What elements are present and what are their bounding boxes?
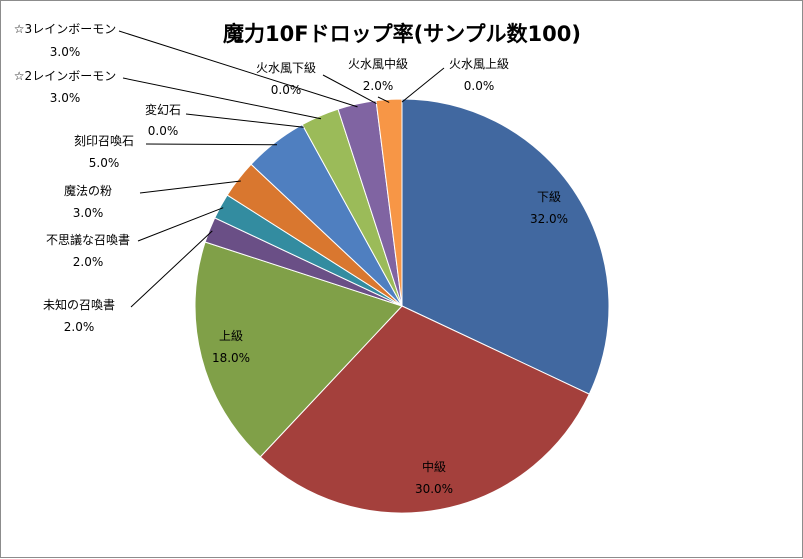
pie-slice	[401, 98, 610, 395]
slice-percent-label: 2.0%	[64, 320, 95, 334]
chart-title: 魔力10Fドロップ率(サンプル数100)	[223, 22, 581, 46]
slice-category-label: 刻印召喚石	[74, 134, 134, 148]
slice-percent-label: 2.0%	[73, 255, 104, 269]
slice-category-label: ☆2レインボーモン	[14, 69, 116, 83]
slice-category-label: 火水風中級	[348, 56, 408, 71]
slice-percent-label: 0.0%	[148, 124, 179, 138]
pie-slice	[259, 305, 590, 514]
leader-line	[139, 180, 241, 194]
slice-category-label: 中級	[422, 459, 446, 474]
slice-percent-label: 18.0%	[212, 351, 250, 365]
slice-percent-label: 3.0%	[50, 91, 81, 105]
slice-percent-label: 3.0%	[50, 45, 81, 59]
slice-percent-label: 0.0%	[464, 79, 495, 93]
slice-percent-label: 30.0%	[415, 482, 453, 496]
slice-percent-label: 2.0%	[363, 79, 394, 93]
leader-line	[137, 207, 224, 242]
leader-line	[122, 77, 322, 120]
slice-category-label: ☆3レインボーモン	[14, 22, 116, 36]
leader-line	[401, 67, 445, 103]
slice-percent-label: 3.0%	[73, 206, 104, 220]
leader-line	[145, 143, 278, 146]
pie-slice	[194, 241, 403, 458]
slice-percent-label: 0.0%	[271, 83, 302, 97]
pie-slice	[375, 98, 403, 307]
leader-line	[130, 230, 213, 308]
slice-category-label: 不思議な召喚書	[46, 233, 130, 247]
slice-category-label: 下級	[537, 190, 561, 204]
leader-line	[118, 30, 358, 108]
slice-percent-label: 5.0%	[89, 156, 120, 170]
leader-line	[322, 74, 377, 105]
slice-percent-label: 32.0%	[530, 212, 568, 226]
slice-category-label: 変幻石	[145, 102, 181, 117]
pie-slices	[194, 98, 610, 514]
leader-lines	[118, 30, 445, 308]
slice-category-label: 未知の召喚書	[43, 298, 115, 312]
leader-line	[185, 113, 304, 128]
slice-category-label: 魔法の粉	[64, 183, 112, 198]
slice-category-label: 上級	[219, 329, 243, 343]
data-labels: 下級 32.0% 中級 30.0% 上級 18.0% 未知の召喚書 2.0% 不思議な召喚書 2.…	[14, 22, 568, 496]
leader-line	[377, 96, 390, 103]
slice-category-label: 火水風下級	[256, 61, 316, 75]
slice-category-label: 火水風上級	[449, 57, 509, 71]
